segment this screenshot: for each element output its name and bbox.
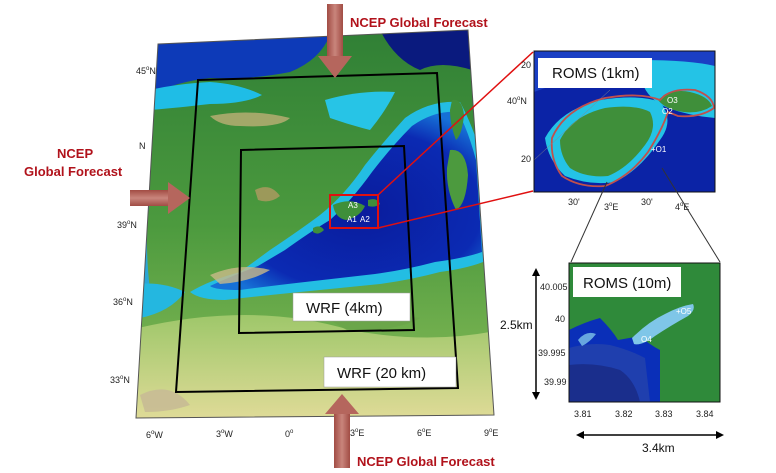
ncep-bottom-label: NCEP Global Forecast [357, 454, 495, 469]
lon-label-0: 0o [285, 429, 294, 439]
inset1-model-boundary [550, 88, 715, 188]
wrf-4km-label-box [292, 292, 411, 322]
lon-label-6w: 6oW [146, 430, 163, 440]
pyrenees-relief [210, 112, 290, 127]
lat-label-39: 39oN [117, 220, 137, 230]
lon-label-3e: 3oE [350, 428, 364, 438]
inset1-lon-30-west: 30' [568, 197, 580, 207]
med-deep [210, 111, 482, 291]
inset2-title-box [573, 267, 681, 297]
dim-horizontal-label: 3.4km [642, 441, 675, 455]
lon-label-6e: 6oE [417, 428, 431, 438]
dim-horizontal-arrow [576, 431, 724, 439]
inset2-point-o4: O4 [641, 335, 652, 344]
mallorca [333, 201, 365, 220]
inset-roms-10m: ROMS (10m) +O5 O4 40.005 40 39.995 39.99… [500, 262, 724, 455]
inset1-menorca [658, 91, 712, 113]
biscay-shelf [150, 82, 262, 110]
sardinia [446, 149, 468, 210]
inset1-graticule [534, 89, 611, 161]
inset2-ytick-3999: 39.99 [544, 377, 567, 387]
arrow-left-shaft [130, 190, 170, 206]
dim-vertical-label: 2.5km [500, 318, 533, 332]
gulf-of-lion [325, 91, 395, 130]
lat-label-33: 33oN [110, 375, 130, 385]
inset2-xtick-381: 3.81 [574, 409, 592, 419]
arrow-bottom-shaft [334, 412, 350, 468]
north-africa-land [136, 315, 494, 418]
inset1-frame [533, 50, 716, 193]
lat-label-36: 36oN [113, 297, 133, 307]
wrf-4km-label: WRF (4km) [292, 292, 411, 322]
inset1-lon-3e: 3oE [604, 202, 618, 212]
inset2-xtick-384: 3.84 [696, 409, 714, 419]
inset2-title: ROMS (10m) [583, 275, 671, 292]
inset-roms-1km: ROMS (1km) O3 O2 +O1 20 40oN 20 30' 3oE … [507, 50, 721, 263]
inset2-frame [568, 262, 721, 403]
wrf-20km-label: WRF (20 km) [323, 356, 457, 388]
wrf-20km-label-text: WRF (20 km) [337, 365, 426, 382]
zoom2-line-right [661, 167, 721, 263]
inset2-inlet [578, 332, 596, 346]
inset1-lat-20-bottom: 20 [521, 154, 531, 164]
dim-vertical-arrow [532, 268, 540, 400]
wrf-4km-box [237, 144, 416, 335]
point-label-a1: A1 [347, 215, 357, 224]
inset2-point-o5: +O5 [676, 307, 692, 316]
point-label-a3: A3 [348, 201, 358, 210]
ibiza [313, 226, 324, 234]
inset1-point-o1: +O1 [651, 145, 667, 154]
main-map-frame [135, 29, 495, 419]
roms-1km-zoom-box [329, 194, 379, 229]
arrow-top-head [318, 56, 352, 78]
forcing-arrow-bottom [325, 394, 359, 468]
point-label-a2: A2 [360, 215, 370, 224]
lon-label-9e: 9oE [484, 428, 498, 438]
inset1-title-box [538, 58, 652, 88]
alps-dark [380, 30, 472, 70]
inset2-channel [632, 304, 694, 345]
inset2-ytick-40: 40 [555, 314, 565, 324]
zoom-line-bottom [377, 190, 534, 229]
forcing-arrow-left [130, 182, 190, 214]
ncep-left-label-line2: Global Forecast [24, 164, 123, 179]
wrf-4km-label-text: WRF (4km) [306, 300, 383, 317]
lon-axis-labels: 6oW 3oW 0o 3oE 6oE 9oE [146, 428, 498, 440]
zoom2-line-left [570, 181, 608, 263]
lon-label-3w: 3oW [216, 429, 233, 439]
lat-axis-labels: 45oN N 39oN 36oN 33oN [110, 66, 156, 385]
inset1-point-o2: O2 [662, 107, 673, 116]
corsica [450, 99, 464, 140]
atlas-relief [140, 389, 190, 412]
bay-of-biscay [150, 35, 330, 95]
wrf-20km-box [174, 71, 460, 394]
wrf-20km-label-box [323, 356, 457, 388]
inset1-mallorca [560, 106, 654, 177]
arrow-top-shaft [327, 4, 343, 58]
iberian-relief [255, 187, 280, 202]
zoom-line-top [377, 51, 534, 196]
forcing-arrow-top [318, 4, 352, 78]
arrow-bottom-head [325, 394, 359, 414]
inset1-point-o3: O3 [667, 96, 678, 105]
ncep-top-label: NCEP Global Forecast [350, 15, 488, 30]
inset1-lon-30-east: 30' [641, 197, 653, 207]
inset1-lat-40: 40oN [507, 96, 527, 106]
arrow-left-head [168, 182, 190, 214]
inset2-ytick-40005: 40.005 [540, 282, 568, 292]
main-map: A3 A1 A2 45oN N 39oN 36oN 33oN 6oW 3oW 0… [110, 29, 534, 440]
lat-label-45: 45oN [136, 66, 156, 76]
inset2-ytick-39995: 39.995 [538, 348, 566, 358]
ncep-left-label-line1: NCEP [57, 146, 93, 161]
lat-label-42: N [139, 141, 146, 151]
inset1-title: ROMS (1km) [552, 65, 640, 82]
inset2-sea-deep [569, 364, 640, 402]
inset2-xtick-382: 3.82 [615, 409, 633, 419]
inset2-xtick-383: 3.83 [655, 409, 673, 419]
inset1-lon-4e: 4oE [675, 202, 689, 212]
inset1-lat-20-top: 20 [521, 60, 531, 70]
